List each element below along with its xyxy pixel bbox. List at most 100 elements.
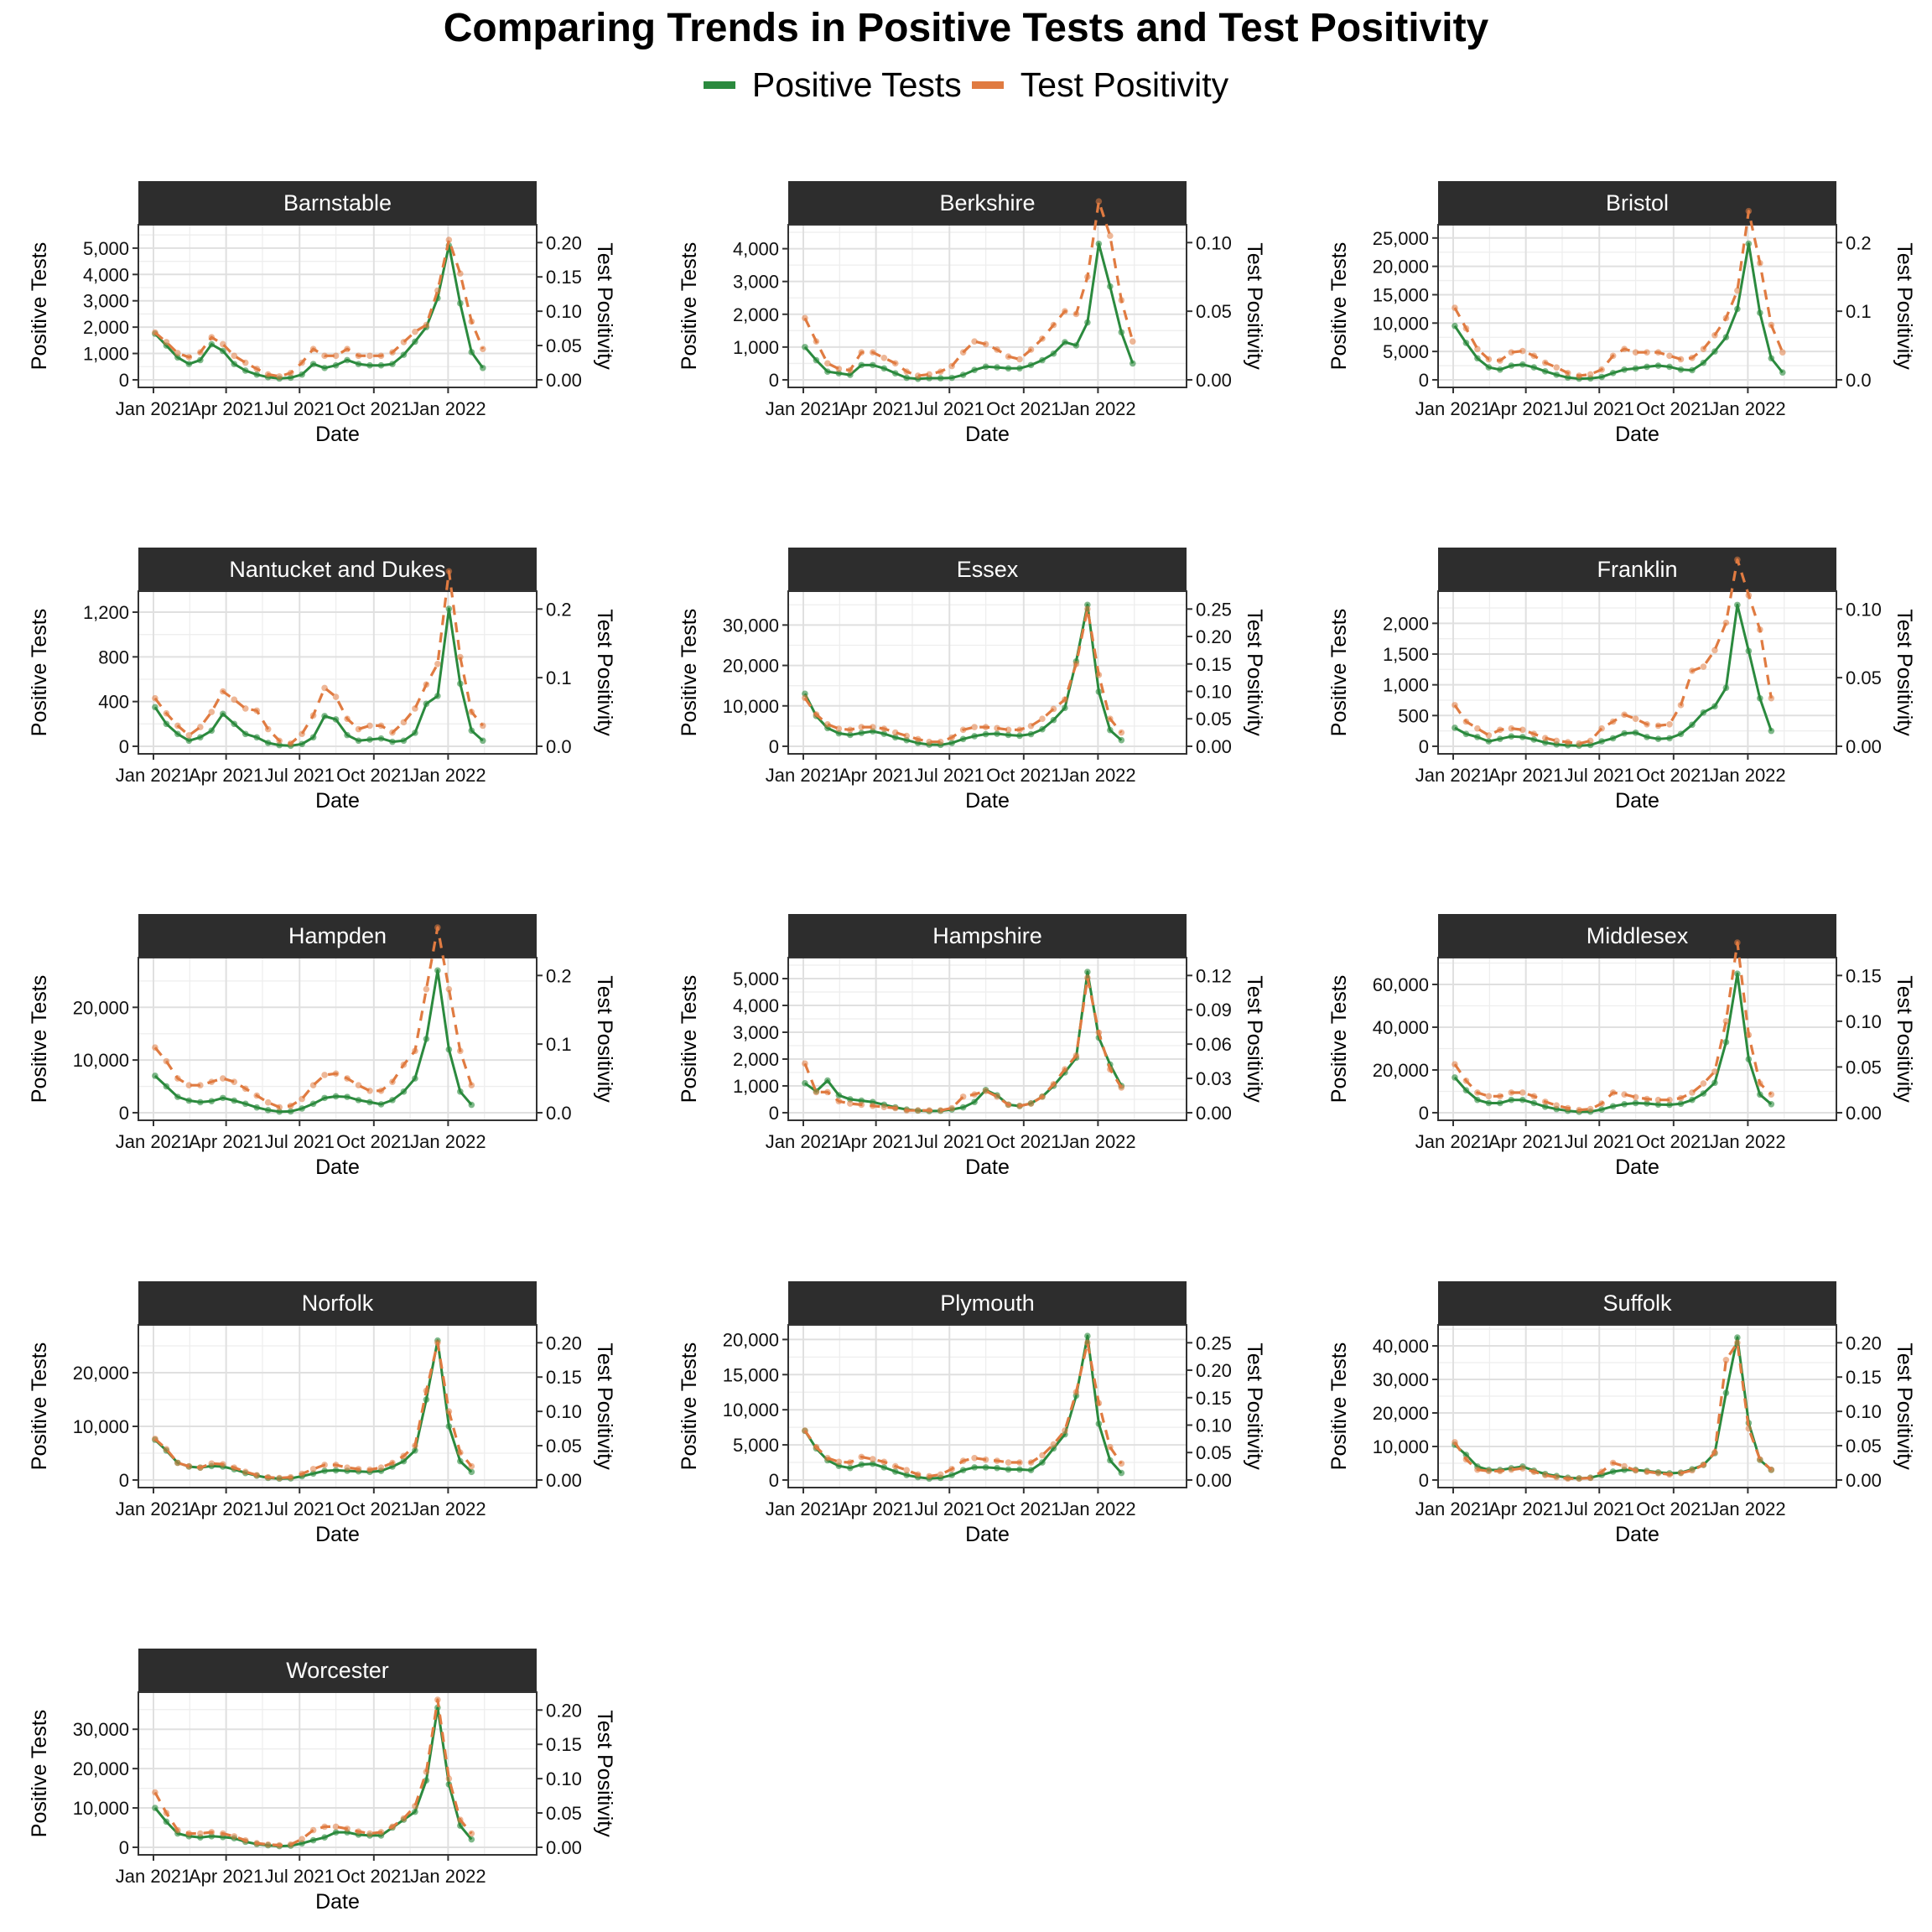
positive-tests-point [1118,1469,1125,1477]
positivity-point [332,1070,340,1078]
positive-tests-point [366,361,373,369]
positivity-point [423,985,430,993]
y-left-tick-label: 20,000 [73,997,129,1018]
x-axis-title: Date [315,789,360,813]
positivity-point [197,1082,204,1089]
positive-tests-point [434,967,441,974]
y-right-tick-label: 0.03 [1196,1068,1232,1089]
y-right-axis-title: Test Positivity [1243,975,1266,1103]
positive-tests-point [208,727,216,735]
positivity-point [163,339,170,345]
positive-tests-point [1654,735,1662,742]
facet-label: Plymouth [940,1291,1035,1316]
positivity-point [1005,1459,1012,1466]
x-tick-label: Jan 2022 [1060,1131,1136,1152]
positivity-point [1644,349,1650,356]
y-left-tick-label: 500 [1398,705,1429,726]
positivity-point [219,1830,226,1837]
positive-tests-point [1779,369,1786,376]
positivity-point [299,1470,305,1478]
y-right-tick-label: 0.15 [1196,654,1232,675]
positivity-point [423,681,430,688]
y-right-tick-label: 0.12 [1196,965,1232,986]
positive-tests-point [242,730,249,738]
positivity-point [1129,338,1136,345]
y-left-tick-label: 0 [119,736,129,757]
positive-tests-point [880,1464,888,1471]
x-tick-label: Jul 2021 [1565,398,1634,419]
positivity-point [982,724,989,730]
positivity-point [948,362,955,370]
positive-tests-point [231,1097,238,1104]
positivity-point [1039,335,1046,342]
positivity-point [1072,1052,1080,1059]
positive-tests-point [824,368,831,375]
positivity-point [971,338,978,345]
y-left-tick-label: 30,000 [73,1719,129,1740]
positivity-point [982,1088,989,1094]
x-axis-title: Date [1615,789,1659,813]
y-left-tick-label: 0 [119,1837,129,1858]
y-left-tick-label: 5,000 [1383,341,1429,362]
positivity-point [468,1082,475,1089]
y-left-tick-label: 0 [1419,1103,1429,1124]
positivity-point [219,340,226,348]
positivity-point [914,1107,922,1114]
y-right-tick-label: 0.00 [546,370,582,391]
positivity-point [412,1442,418,1449]
x-tick-label: Jan 2021 [766,1131,842,1152]
positive-tests-point [355,361,362,367]
positive-tests-point [1530,364,1538,371]
y-left-axis-title: Positive Tests [678,975,701,1103]
positivity-point [1485,732,1493,739]
x-tick-label: Oct 2021 [986,398,1061,419]
positivity-point [389,729,396,736]
y-left-tick-label: 20,000 [73,1363,129,1384]
positivity-point [400,339,408,345]
positivity-point [1677,356,1685,363]
positive-tests-point [412,730,418,736]
positive-tests-point [377,361,385,369]
positivity-point [1598,1468,1605,1475]
positive-tests-point [264,1107,272,1114]
y-left-axis-title: Positive Tests [28,609,51,736]
positivity-point [1700,1462,1707,1468]
positive-tests-point [389,738,396,745]
positivity-point [1654,349,1662,356]
positive-tests-point [1005,365,1012,372]
positivity-point [926,738,932,745]
positive-tests-point [332,1467,340,1474]
positive-tests-point [377,1101,385,1108]
positive-tests-point [1722,334,1730,341]
positive-tests-point [994,1464,1000,1472]
positive-tests-point [971,733,978,740]
panel-border [1437,1324,1837,1488]
y-left-tick-label: 400 [98,692,129,713]
positivity-point [1118,729,1125,736]
y-left-tick-label: 20,000 [73,1758,129,1779]
positive-tests-point [1621,1100,1628,1108]
positivity-point [389,1078,396,1085]
positivity-point [880,725,888,732]
positivity-point [1779,349,1786,356]
positivity-point [802,314,808,322]
positive-tests-point [412,1075,418,1082]
x-tick-label: Jan 2021 [116,765,192,786]
positivity-point [1587,1474,1594,1482]
x-tick-label: Jan 2021 [116,1498,192,1519]
positivity-point [1027,1459,1035,1466]
panel-border [1437,224,1837,388]
x-axis-title: Date [315,1156,360,1179]
positivity-point [835,1098,843,1105]
y-right-tick-label: 0.00 [1196,1103,1232,1124]
positivity-point [1541,1098,1549,1105]
positive-tests-point [400,1088,408,1095]
positivity-point [891,1462,899,1470]
y-left-tick-label: 10,000 [1373,313,1429,334]
positive-tests-point [253,734,261,741]
positive-tests-point [813,356,820,364]
positive-tests-point [468,1101,475,1109]
positive-tests-point [880,365,888,372]
positivity-point [1689,667,1696,674]
